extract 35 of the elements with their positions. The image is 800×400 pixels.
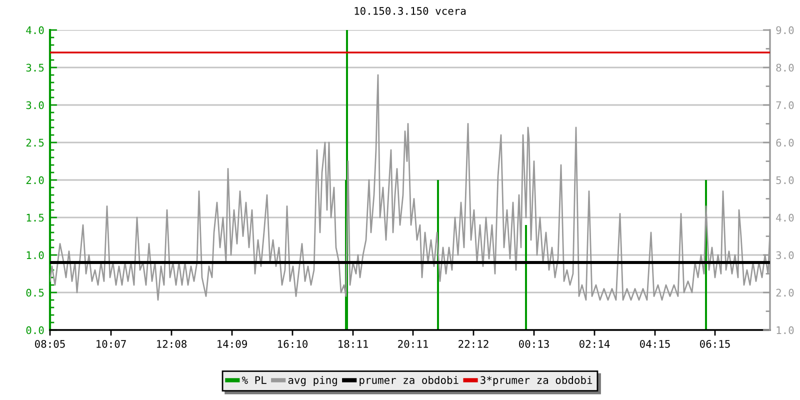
x-tick-label: 22:12 (458, 340, 488, 348)
y-tick-label: 1.0 (26, 251, 44, 260)
x-tick-label: 06:15 (700, 340, 730, 348)
y-tick-label: 2.5 (26, 138, 44, 147)
x-tick-label: 12:08 (157, 340, 187, 348)
x-tick-label: 02:14 (580, 340, 610, 348)
chart-title: 10.150.3.150 vcera (354, 6, 466, 15)
x-tick-label: 08:05 (35, 340, 65, 348)
legend-label: prumer za obdobi (360, 376, 458, 386)
y2-tick-label: 2.0 (776, 288, 794, 297)
y2-tick-label: 8.0 (776, 64, 794, 72)
y2-tick-label: 3.0 (776, 251, 794, 260)
y-tick-label: 2.0 (26, 176, 44, 184)
x-tick-label: 10:07 (96, 340, 126, 348)
y-tick-label: 1.5 (26, 214, 44, 222)
y2-tick-label: 6.0 (776, 138, 794, 147)
y-tick-label: 0.0 (26, 326, 44, 334)
legend-label: 3*prumer za obdobi (480, 376, 592, 386)
x-tick-label: 16:10 (278, 340, 308, 348)
legend-label: avg ping (288, 376, 337, 386)
legend-label: % PL (242, 376, 266, 384)
x-tick-label: 18:11 (338, 340, 368, 348)
y2-tick-label: 4.0 (776, 214, 794, 222)
x-tick-label: 20:11 (398, 340, 428, 348)
x-tick-label: 04:15 (640, 340, 670, 348)
y-tick-label: 3.0 (26, 101, 44, 110)
y-tick-label: 0.5 (26, 288, 44, 297)
y2-tick-label: 1.0 (776, 326, 794, 334)
x-tick-label: 14:09 (218, 340, 247, 348)
y2-tick-label: 5.0 (776, 176, 794, 184)
x-tick-label: 00:13 (519, 340, 549, 348)
y-tick-label: 4.0 (26, 26, 44, 34)
y2-tick-label: 7.0 (776, 101, 794, 110)
y-tick-label: 3.5 (26, 64, 44, 72)
y2-tick-label: 9.0 (776, 26, 794, 34)
